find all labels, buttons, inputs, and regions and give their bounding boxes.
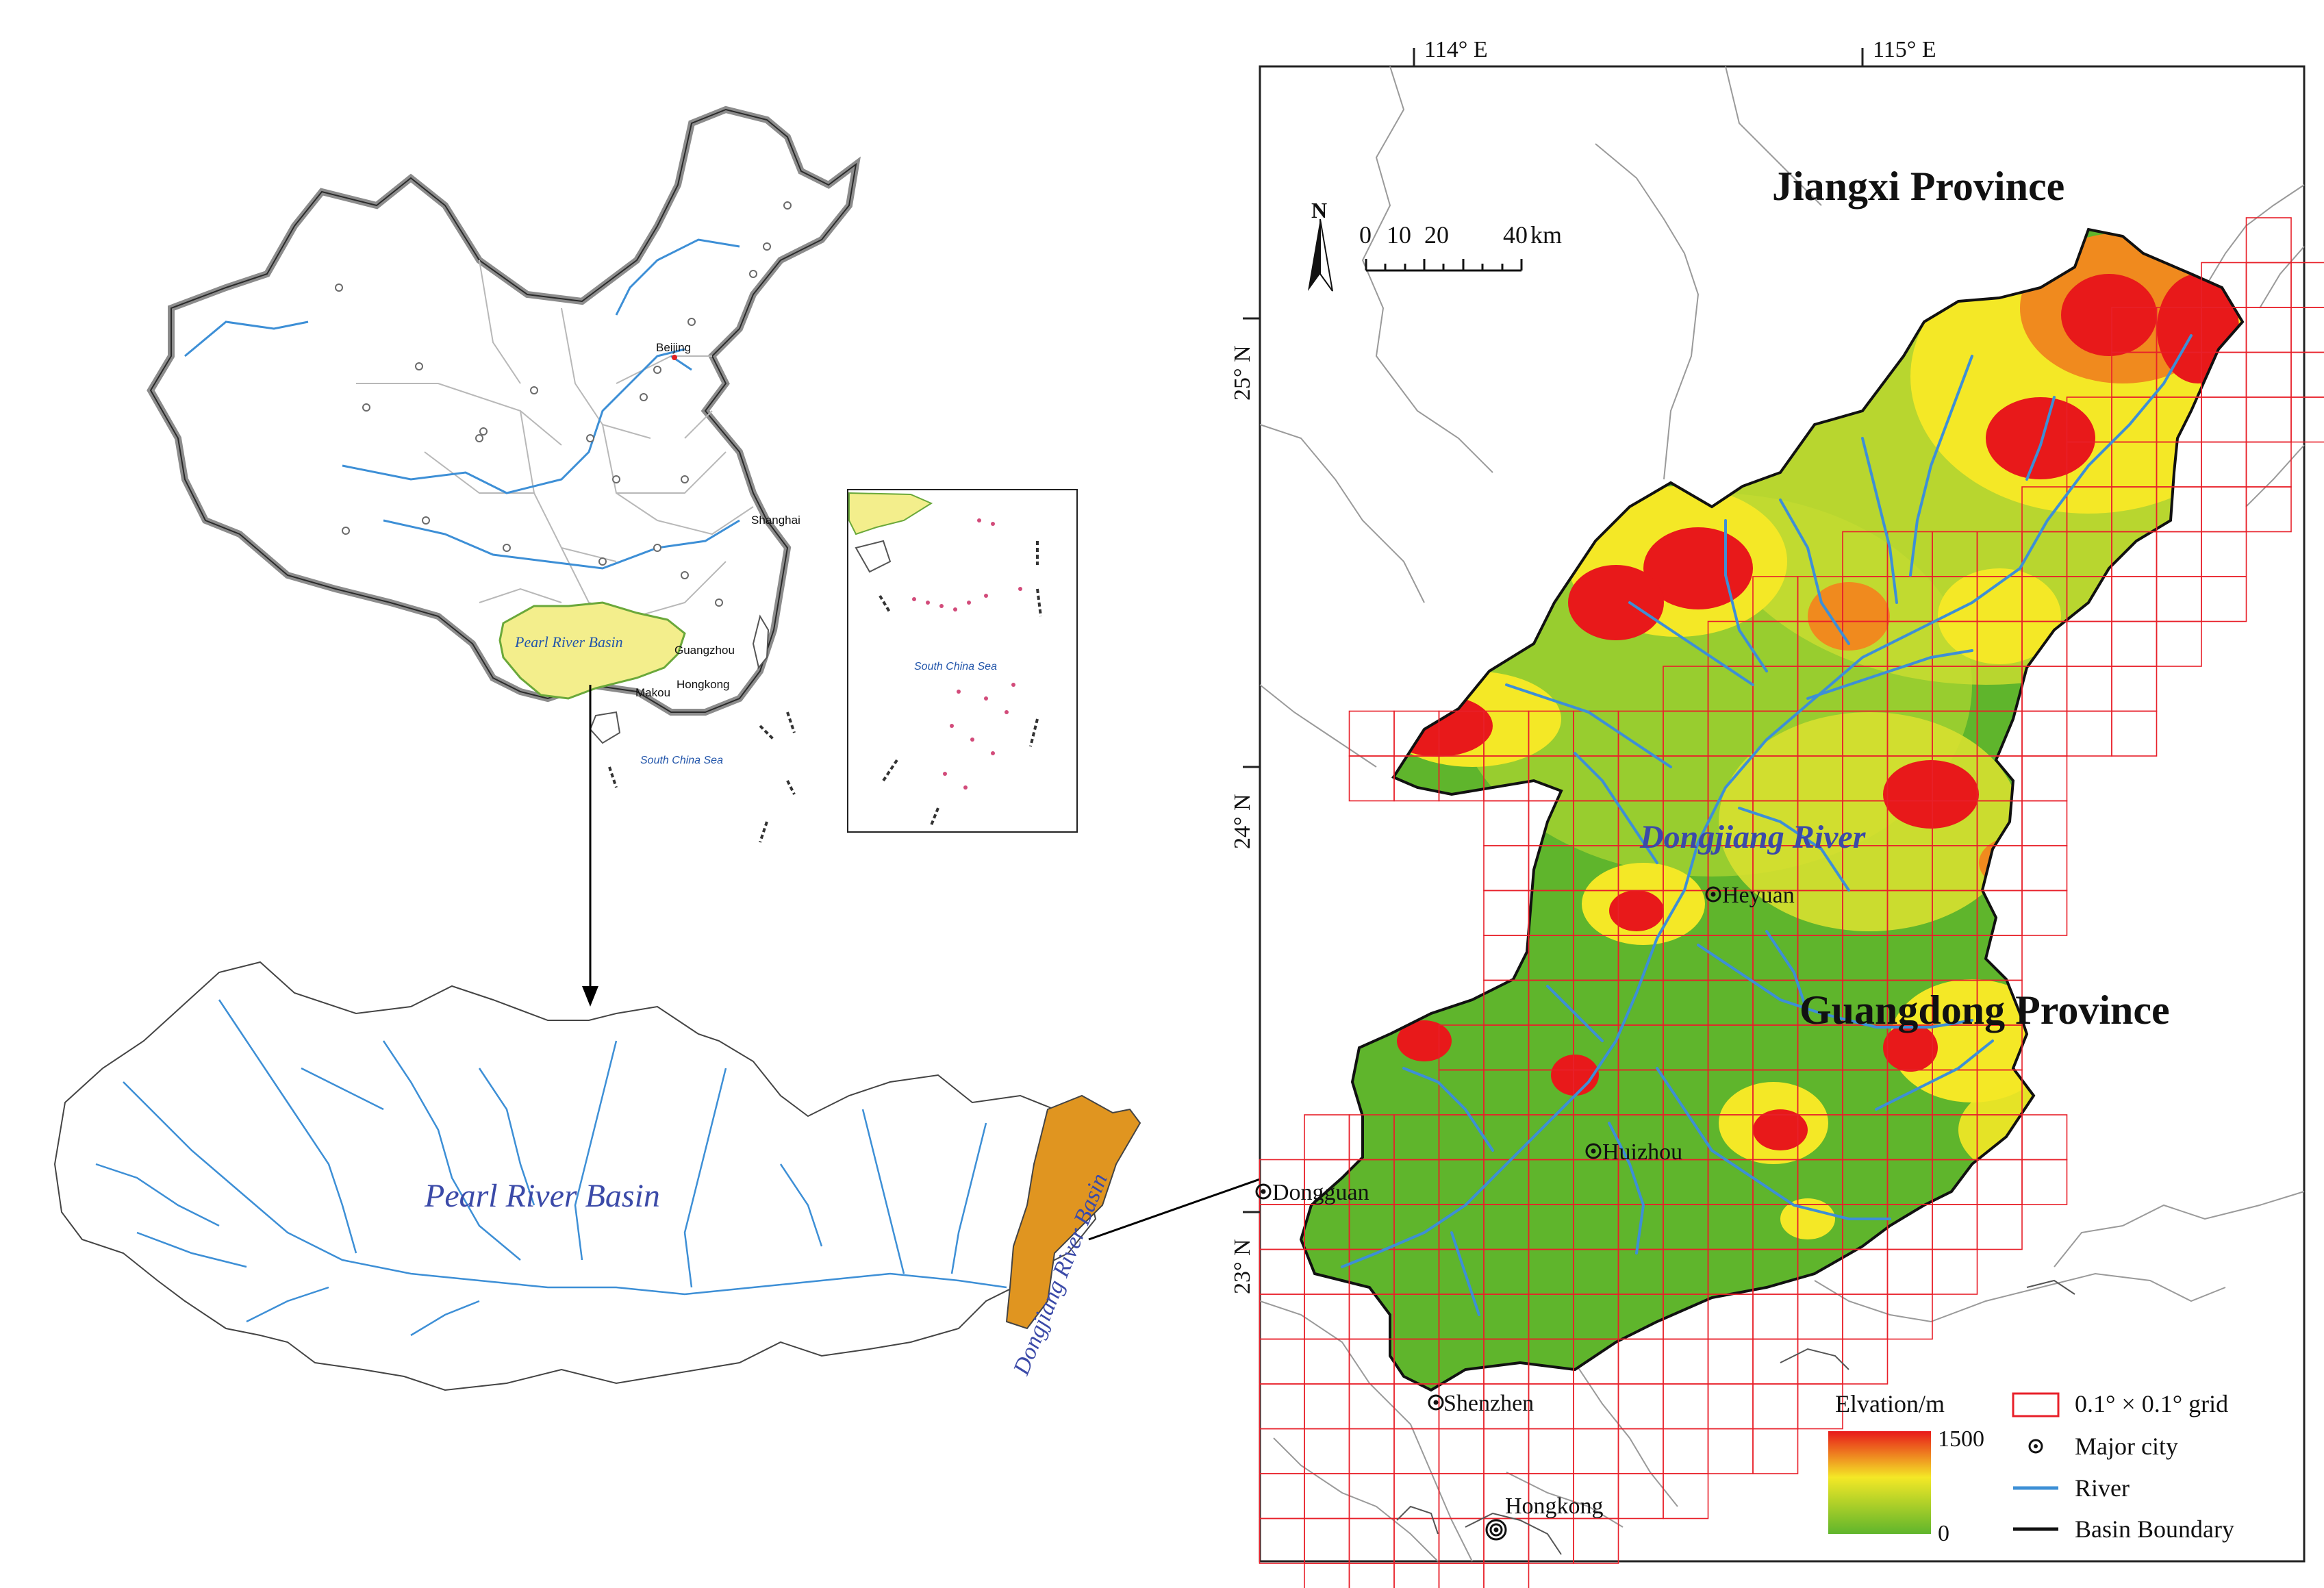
- china-sea-label: South China Sea: [640, 755, 723, 766]
- lon-label-115: 115° E: [1873, 37, 1936, 62]
- beijing-star-icon: [672, 355, 677, 360]
- pearl-basin-rivers: [95, 999, 1007, 1337]
- legend-city-label: Major city: [2075, 1433, 2178, 1460]
- north-label: N: [1311, 198, 1327, 223]
- legend-grid-label: 0.1° × 0.1° grid: [2075, 1390, 2228, 1417]
- grid-cell: [1976, 1204, 2023, 1250]
- scale-bar: [1365, 259, 1523, 272]
- china-outline: [147, 105, 861, 716]
- north-arrow-icon: [1308, 218, 1333, 292]
- grid-cell: [1932, 1248, 1978, 1295]
- pearl-basin-outline: [53, 961, 1097, 1391]
- lon-label-114: 114° E: [1424, 37, 1488, 62]
- china-outline-inner: [149, 108, 857, 713]
- lat-label-24: 24° N: [1230, 794, 1255, 849]
- legend-elevation-title: Elvation/m: [1835, 1390, 1945, 1417]
- city-label-guangzhou: Guangzhou: [674, 644, 735, 657]
- grid-cell: [2021, 890, 2068, 936]
- scale-bar-labels: 0 10 20 40 km: [1359, 221, 1562, 249]
- pearl-river-basin-highlight: [498, 601, 686, 700]
- scale-unit: km: [1530, 221, 1562, 249]
- grid-cell: [2156, 620, 2202, 667]
- grid-cell: [1797, 1383, 1843, 1430]
- grid-cell: [1663, 1473, 1709, 1520]
- grid-cell: [2201, 576, 2247, 622]
- city-label-dongguan: Dongguan: [1272, 1180, 1369, 1205]
- scale-tick-10: 10: [1387, 221, 1411, 249]
- legend-elev-min: 0: [1938, 1521, 1949, 1546]
- grid-cell: [2111, 710, 2158, 757]
- city-label-hongkong-detail: Hongkong: [1505, 1494, 1604, 1519]
- south-china-sea-islands: [608, 711, 796, 843]
- grid-cell: [1393, 1563, 1440, 1588]
- south-china-sea-inset: South China Sea: [847, 489, 1078, 833]
- china-city-dots: [335, 201, 792, 614]
- grid-cell: [1886, 1294, 1933, 1340]
- detail-rivers: [1341, 334, 2193, 1316]
- dongjiang-river-label: Dongjiang River: [1639, 819, 1867, 855]
- coordinate-ticks: [1243, 48, 1864, 1213]
- city-label-hongkong: Hongkong: [677, 678, 730, 691]
- legend-city-icon: [2028, 1439, 2043, 1454]
- legend-elev-max: 1500: [1938, 1426, 1984, 1452]
- city-label-heyuan: Heyuan: [1722, 883, 1795, 908]
- inset-sea-label: South China Sea: [914, 661, 997, 672]
- jiangxi-label: Jiangxi Province: [1772, 164, 2064, 209]
- city-label-beijing: Beijing: [656, 341, 691, 354]
- grid-cell: [1573, 1517, 1619, 1564]
- grid-cell: [1842, 1338, 1889, 1385]
- lat-label-25: 25° N: [1230, 345, 1255, 401]
- grid-cell: [2290, 396, 2324, 443]
- lat-label-23: 23° N: [1230, 1239, 1255, 1294]
- grid-cell: [1304, 1563, 1350, 1588]
- grid-cell: [1438, 1563, 1485, 1588]
- scale-tick-0: 0: [1359, 221, 1372, 249]
- grid-cell: [2021, 1159, 2068, 1205]
- grid-cell: [1483, 1563, 1530, 1588]
- china-map: Beijing Shanghai Guangzhou Hongkong Mako…: [147, 105, 861, 843]
- pearl-river-basin-map: Pearl River Basin Dongjiang River Basin: [53, 961, 1141, 1391]
- scale-tick-40: 40: [1503, 221, 1528, 249]
- dongjiang-sub-basin: [1005, 1094, 1141, 1330]
- taiwan-island: [752, 614, 770, 670]
- grid-cell: [1752, 1428, 1799, 1474]
- elevation-colorbar: [1828, 1431, 1931, 1534]
- pearl-basin-label: Pearl River Basin: [424, 1178, 660, 1214]
- legend-river-label: River: [2075, 1474, 2130, 1502]
- scale-tick-20: 20: [1424, 221, 1449, 249]
- legend: Elvation/m 1500 0 0.1° × 0.1° grid Major…: [1828, 1390, 2234, 1546]
- detail-map: 114° E 115° E 25° N 24° N 23° N N 0 10 2…: [1230, 37, 2324, 1588]
- china-city-labels: Beijing Shanghai Guangzhou Hongkong Mako…: [635, 341, 800, 699]
- guangdong-label: Guangdong Province: [1799, 987, 2170, 1033]
- china-basin-label: Pearl River Basin: [514, 633, 623, 651]
- coastline: [1396, 1279, 2075, 1555]
- grid-cell: [2245, 486, 2292, 533]
- city-label-shenzhen: Shenzhen: [1443, 1391, 1534, 1416]
- zoom-arrow-1: [582, 685, 598, 1007]
- city-label-shanghai: Shanghai: [751, 514, 800, 527]
- grid-cell: [1348, 1563, 1395, 1588]
- city-label-makou: Makou: [635, 686, 670, 699]
- grid-cells: [1259, 217, 2324, 1588]
- detail-city-markers: [1255, 886, 1721, 1541]
- city-label-huizhou: Huizhou: [1602, 1139, 1682, 1165]
- basin-boundary: [1299, 227, 2245, 1392]
- hainan-island: [589, 711, 621, 744]
- legend-grid-swatch: [2012, 1392, 2060, 1417]
- legend-boundary-label: Basin Boundary: [2075, 1515, 2234, 1543]
